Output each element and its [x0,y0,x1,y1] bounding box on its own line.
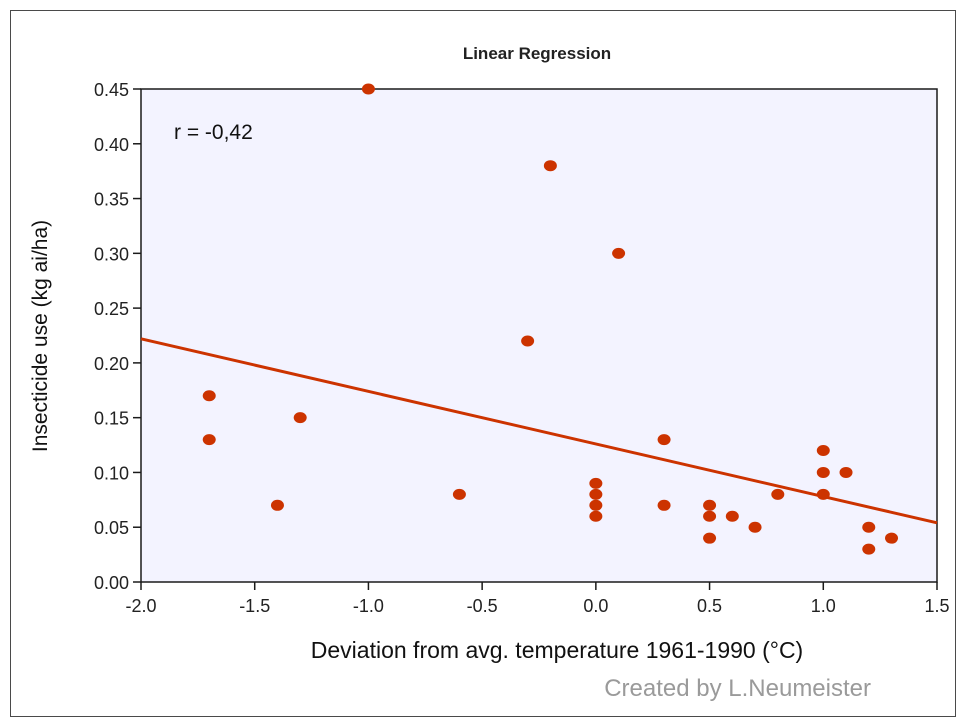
x-tick-label: 1.0 [811,596,836,616]
correlation-annotation: r = -0,42 [174,121,253,144]
x-tick-label: 1.5 [924,596,949,616]
x-tick-label: -1.5 [239,596,270,616]
data-point [202,390,216,402]
y-tick-label: 0.25 [94,299,129,319]
regression-line [140,337,938,525]
x-tick-label: -2.0 [125,596,156,616]
y-tick-label: 0.05 [94,518,129,538]
data-point [589,477,603,489]
data-point [725,510,739,522]
data-point [703,532,717,544]
y-tick-label: 0.10 [94,463,129,483]
chart-frame: Linear Regression 0.00 0.05 0.10 0.15 0.20 0.… [10,10,956,717]
y-axis-label: Insecticide use (kg ai/ha) [29,220,52,452]
data-point [589,488,603,500]
data-point [816,466,830,478]
regression-line-group [140,337,938,525]
y-tick-label: 0.00 [94,573,129,593]
y-tick-label: 0.15 [94,409,129,429]
data-point [816,445,830,457]
data-point [543,160,557,172]
data-point [703,510,717,522]
data-points [202,83,899,555]
chart-title: Linear Regression [463,44,611,63]
data-point [612,247,626,259]
x-tick-label: 0.0 [583,596,608,616]
data-point [657,499,671,511]
x-axis: -2.0 -1.5 -1.0 -0.5 0.0 0.5 1.0 1.5 [125,582,950,616]
x-axis-label: Deviation from avg. temperature 1961-199… [311,637,803,663]
data-point [202,434,216,446]
data-point [862,543,876,555]
data-point [862,521,876,533]
data-point [270,499,284,511]
x-tick-label: 0.5 [697,596,722,616]
data-point [748,521,762,533]
data-point [771,488,785,500]
plot-area [140,88,938,583]
y-axis: 0.00 0.05 0.10 0.15 0.20 0.25 0.30 0.35 0.40 0.45 [94,80,141,593]
y-tick-label: 0.40 [94,135,129,155]
data-point [589,510,603,522]
x-tick-label: -1.0 [353,596,384,616]
data-point [885,532,899,544]
x-tick-label: -0.5 [467,596,498,616]
data-point [293,412,307,424]
data-point [657,434,671,446]
y-tick-label: 0.30 [94,244,129,264]
scatter-chart: Linear Regression 0.000.050.100.150.200.… [29,44,950,663]
data-point [361,83,375,95]
data-point [452,488,466,500]
data-point [816,488,830,500]
data-point [589,499,603,511]
data-point [703,499,717,511]
data-point [521,335,535,347]
y-tick-label: 0.45 [94,80,129,100]
data-point [839,466,853,478]
y-tick-label: 0.20 [94,354,129,374]
credit-text: Created by L.Neumeister [604,675,871,702]
y-tick-label: 0.35 [94,190,129,210]
